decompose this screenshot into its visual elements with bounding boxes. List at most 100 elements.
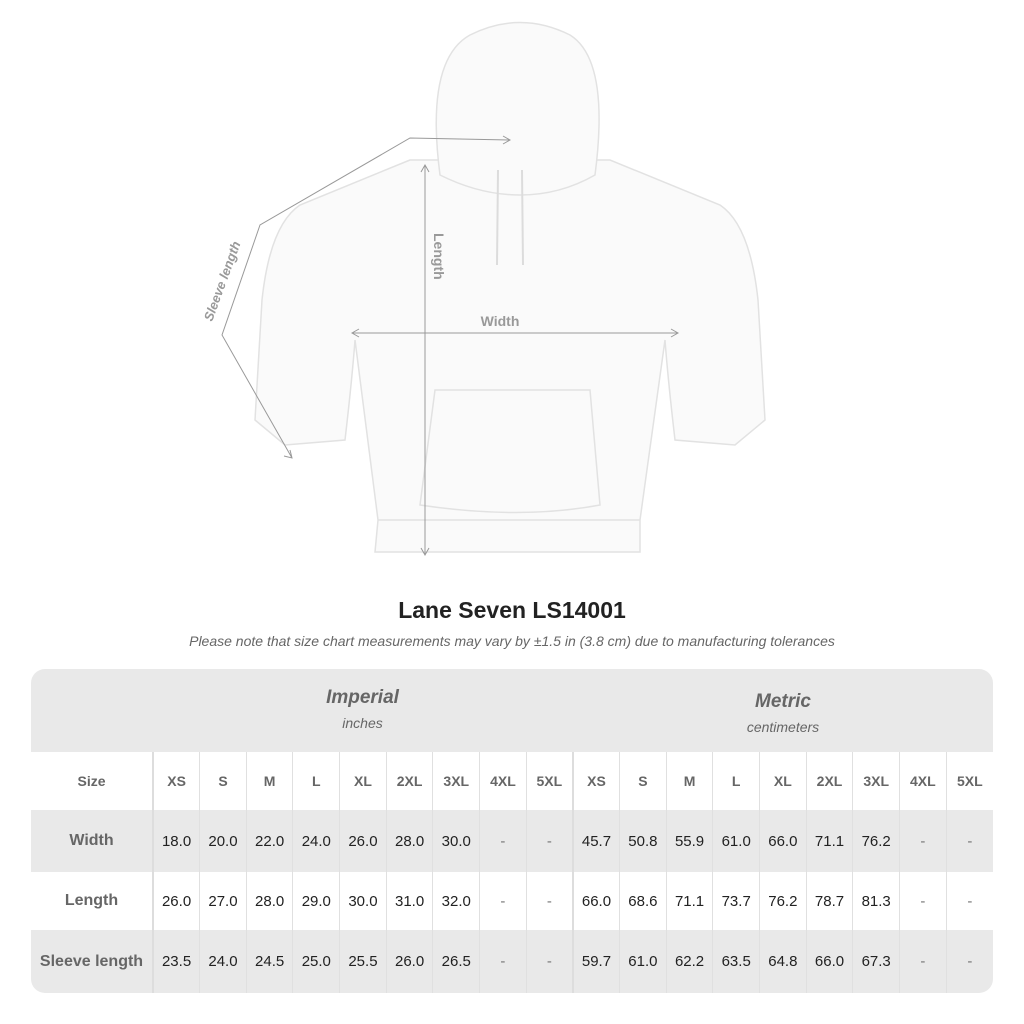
imperial-value-cell: 25.0: [292, 930, 340, 993]
metric-value-cell: 64.8: [759, 930, 807, 993]
metric-size-header: 2XL: [805, 752, 853, 810]
unit-header-band: [31, 669, 993, 752]
hoodie-hood: [435, 21, 600, 196]
imperial-value-cell: -: [525, 872, 573, 930]
sleeve-arrow: [221, 135, 512, 459]
metric-value-cell: 62.2: [665, 930, 713, 993]
imperial-value-cell: 25.5: [339, 930, 387, 993]
metric-title: Metric: [755, 691, 811, 712]
imperial-value-cell: 30.0: [432, 810, 480, 872]
metric-value-cell: 76.2: [852, 810, 900, 872]
imperial-value-cell: 22.0: [245, 810, 293, 872]
size-chart-table: Imperial inches Metric centimeters Size X…: [31, 669, 993, 993]
metric-size-header: 4XL: [899, 752, 947, 810]
metric-value-cell: 50.8: [619, 810, 667, 872]
imperial-value-cell: -: [525, 930, 573, 993]
metric-value-cell: 61.0: [619, 930, 667, 993]
drawstring-right: [521, 169, 524, 266]
imperial-value-cell: 26.0: [339, 810, 387, 872]
size-table: Size XS S M L XL 2XL 3XL 4XL 5XL XS S M L XL 2XL 3XL 4XL 5…: [31, 752, 993, 993]
imperial-value-cell: 31.0: [385, 872, 433, 930]
imperial-size-header: XL: [339, 752, 387, 810]
metric-value-cell: -: [899, 872, 947, 930]
imperial-value-cell: -: [479, 930, 527, 993]
length-arrow: [420, 163, 430, 557]
metric-value-cell: -: [945, 930, 993, 993]
metric-size-header: XS: [571, 752, 620, 810]
imperial-value-cell: 32.0: [432, 872, 480, 930]
imperial-size-header: 4XL: [479, 752, 527, 810]
hoodie-body: [254, 159, 766, 553]
metric-value-cell: 66.0: [571, 872, 620, 930]
row-label: Sleeve length: [31, 930, 154, 993]
imperial-size-header: 2XL: [385, 752, 433, 810]
imperial-value-cell: -: [525, 810, 573, 872]
metric-value-cell: 66.0: [805, 930, 853, 993]
imperial-value-cell: 24.5: [245, 930, 293, 993]
metric-value-cell: 66.0: [759, 810, 807, 872]
metric-header: Metric centimeters: [573, 691, 993, 735]
width-arrow: [350, 328, 680, 338]
metric-value-cell: 71.1: [665, 872, 713, 930]
metric-value-cell: 78.7: [805, 872, 853, 930]
imperial-title: Imperial: [326, 687, 399, 708]
imperial-value-cell: 26.5: [432, 930, 480, 993]
imperial-size-header: XS: [152, 752, 200, 810]
imperial-header: Imperial inches: [152, 687, 573, 731]
metric-value-cell: 63.5: [712, 930, 760, 993]
metric-value-cell: 55.9: [665, 810, 713, 872]
imperial-value-cell: 24.0: [199, 930, 247, 993]
metric-value-cell: 45.7: [571, 810, 620, 872]
row-label: Width: [31, 810, 154, 872]
metric-value-cell: 59.7: [571, 930, 620, 993]
imperial-value-cell: 26.0: [152, 872, 200, 930]
metric-value-cell: 68.6: [619, 872, 667, 930]
page-title: Lane Seven LS14001: [398, 597, 626, 623]
imperial-size-header: M: [245, 752, 293, 810]
imperial-value-cell: 27.0: [199, 872, 247, 930]
metric-size-header: 5XL: [945, 752, 993, 810]
metric-size-header: M: [665, 752, 713, 810]
imperial-value-cell: 20.0: [199, 810, 247, 872]
imperial-size-header: S: [199, 752, 247, 810]
metric-value-cell: 81.3: [852, 872, 900, 930]
imperial-value-cell: -: [479, 810, 527, 872]
metric-unit: centimeters: [746, 719, 820, 735]
imperial-value-cell: 29.0: [292, 872, 340, 930]
width-label: Width: [481, 313, 520, 329]
size-header-label: Size: [31, 752, 154, 810]
length-label: Length: [431, 233, 447, 280]
imperial-size-header: L: [292, 752, 340, 810]
table-row: Length 26.0 27.0 28.0 29.0 30.0 31.0 32.0- -66.0…: [31, 872, 993, 930]
table-row: Sleeve length 23.5 24.0 24.5 25.0 25.5 26.0 26.…: [31, 930, 993, 993]
metric-value-cell: 73.7: [712, 872, 760, 930]
imperial-value-cell: 18.0: [152, 810, 200, 872]
tolerance-note: Please note that size chart measurements…: [189, 633, 835, 649]
row-label: Length: [31, 872, 154, 930]
sleeve-length-label: Sleeve length: [201, 239, 244, 323]
imperial-size-header: 3XL: [432, 752, 480, 810]
metric-size-header: XL: [759, 752, 807, 810]
imperial-value-cell: 23.5: [152, 930, 200, 993]
size-header-row: Size XS S M L XL 2XL 3XL 4XL 5XL XS S M L XL 2XL 3XL 4XL 5…: [31, 752, 993, 810]
metric-value-cell: 71.1: [805, 810, 853, 872]
imperial-value-cell: 28.0: [385, 810, 433, 872]
metric-size-header: L: [712, 752, 760, 810]
metric-value-cell: 61.0: [712, 810, 760, 872]
table-row: Width 18.0 20.0 22.0 24.0 26.0 28.0 30.0- -45.7 5…: [31, 810, 993, 872]
hoodie-pocket: [419, 389, 601, 514]
imperial-size-header: 5XL: [525, 752, 573, 810]
imperial-value-cell: 24.0: [292, 810, 340, 872]
metric-value-cell: -: [899, 810, 947, 872]
drawstring-left: [496, 169, 499, 266]
imperial-value-cell: 30.0: [339, 872, 387, 930]
metric-value-cell: -: [945, 872, 993, 930]
metric-value-cell: -: [899, 930, 947, 993]
imperial-value-cell: -: [479, 872, 527, 930]
metric-value-cell: 76.2: [759, 872, 807, 930]
metric-size-header: 3XL: [852, 752, 900, 810]
imperial-value-cell: 26.0: [385, 930, 433, 993]
metric-size-header: S: [619, 752, 667, 810]
imperial-unit: inches: [342, 715, 383, 731]
metric-value-cell: -: [945, 810, 993, 872]
